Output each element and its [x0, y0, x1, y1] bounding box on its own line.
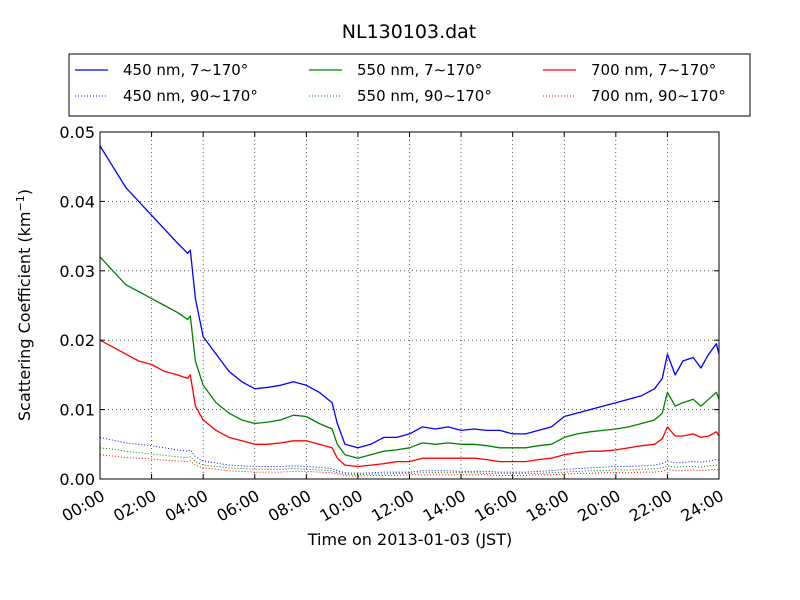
legend-label: 450 nm, 7∼170° [123, 61, 248, 79]
legend-label: 700 nm, 7∼170° [591, 61, 716, 79]
x-tick-label: 24:00 [678, 486, 727, 526]
x-tick-label: 08:00 [265, 486, 314, 526]
plot-frame-bg [100, 132, 719, 479]
x-tick-label: 00:00 [59, 486, 108, 526]
series-line-0 [99, 145, 720, 449]
series-lines [99, 145, 720, 477]
y-axis-label-main: Scattering Coefficient (km [15, 211, 34, 421]
x-tick-label: 22:00 [626, 486, 675, 526]
y-axis-label-exponent: −1 [14, 195, 27, 211]
y-tick-label: 0.04 [59, 192, 95, 211]
x-tick-label: 14:00 [420, 486, 469, 526]
series-line-2 [99, 339, 720, 468]
x-tick-label: 20:00 [574, 486, 623, 526]
legend-label: 550 nm, 7∼170° [357, 61, 482, 79]
y-tick-label: 0.02 [59, 331, 95, 350]
x-tick-label: 06:00 [213, 486, 262, 526]
y-tick-label: 0.03 [59, 262, 95, 281]
legend-label: 550 nm, 90∼170° [357, 87, 492, 105]
legend: 450 nm, 7∼170° 550 nm, 7∼170° 700 nm, 7∼17… [68, 53, 751, 117]
x-tick-label: 04:00 [162, 486, 211, 526]
x-axis-label: Time on 2013-01-03 (JST) [307, 530, 512, 549]
chart-title: NL130103.dat [342, 21, 477, 43]
y-tick-label: 0.00 [59, 470, 95, 489]
x-tick-label: 02:00 [110, 486, 159, 526]
series-line-4 [99, 447, 720, 476]
legend-label: 700 nm, 90∼170° [591, 87, 726, 105]
x-tick-label: 18:00 [523, 486, 572, 526]
x-tick-label: 12:00 [368, 486, 417, 526]
x-tick-label: 16:00 [471, 486, 520, 526]
y-tick-label: 0.05 [59, 123, 95, 142]
legend-frame [68, 53, 751, 117]
y-tick-label: 0.01 [59, 401, 95, 420]
y-axis-label-suffix: ) [15, 189, 34, 195]
series-line-5 [99, 454, 720, 477]
x-tick-label: 10:00 [316, 486, 365, 526]
y-axis-label: Scattering Coefficient (km−1) [14, 189, 34, 421]
series-line-1 [99, 256, 720, 459]
legend-label: 450 nm, 90∼170° [123, 87, 258, 105]
